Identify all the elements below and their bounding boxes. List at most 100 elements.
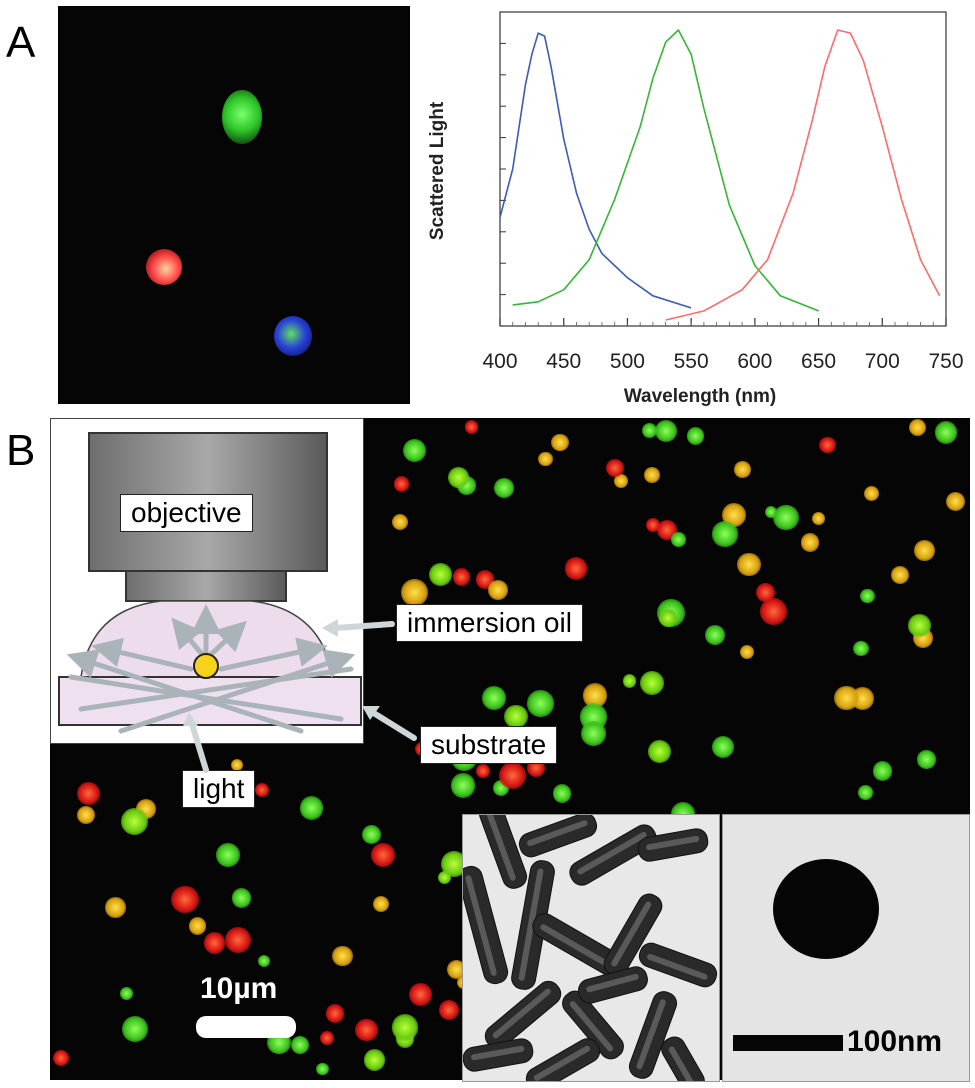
- nanoparticle: [760, 598, 788, 625]
- nanoparticle: [686, 427, 705, 445]
- nanorod-highlight: [533, 1045, 591, 1081]
- nanoparticle: [858, 785, 873, 800]
- nanoparticle: [639, 670, 665, 696]
- nanoparticle: [408, 982, 432, 1007]
- nanoparticle: [659, 609, 677, 627]
- nanoparticle: [553, 784, 572, 803]
- scale-bar-10um: [196, 1016, 296, 1038]
- x-tick-label: 400: [482, 350, 517, 373]
- objective-label: objective: [120, 494, 253, 532]
- nanoparticle: [712, 735, 735, 758]
- gold-nanoparticle: [193, 653, 219, 679]
- nanoparticle: [494, 478, 514, 498]
- spectrum-line-1: [499, 32, 692, 309]
- x-tick-label: 750: [928, 350, 963, 373]
- nanoparticle: [400, 579, 428, 607]
- nanoparticle: [171, 885, 199, 914]
- nanorod-highlight: [527, 820, 588, 847]
- nanoparticle: [891, 565, 910, 584]
- nanorod-highlight: [486, 815, 516, 881]
- nanoparticle: [363, 1049, 386, 1072]
- nanoparticle: [908, 614, 931, 637]
- nanoparticle: [121, 1016, 149, 1043]
- nanoparticle: [332, 945, 353, 966]
- scale-bar-100nm-label: 100nm: [847, 1025, 943, 1058]
- x-tick-label: 650: [801, 350, 836, 373]
- nanoparticle: [498, 762, 527, 790]
- nanoparticle: [756, 583, 776, 602]
- nanoparticle: [76, 782, 100, 806]
- x-axis-label: Wavelength (nm): [624, 386, 776, 407]
- nanoparticle: [644, 467, 661, 484]
- nanoparticle: [800, 533, 820, 552]
- scale-bar-10um-label: 10µm: [200, 972, 278, 1005]
- nanoparticle: [452, 568, 471, 586]
- nanoparticle: [622, 674, 637, 688]
- panel-a-label: A: [6, 18, 36, 67]
- tem-nanosphere-inset: 100nm: [722, 814, 970, 1082]
- nanorod-highlight: [492, 988, 551, 1039]
- nanoparticle: [819, 436, 836, 454]
- nanoparticle: [203, 932, 226, 954]
- nanorod-highlight: [540, 924, 614, 970]
- nanoparticle: [564, 557, 588, 580]
- nanoparticle: [373, 896, 390, 913]
- light-label: light: [182, 770, 256, 808]
- nanoparticle: [648, 740, 672, 764]
- schematic-inset: [50, 418, 364, 744]
- nanoparticle: [402, 438, 427, 463]
- scale-bar-100nm: [733, 1035, 843, 1051]
- nanoparticle: [860, 588, 875, 604]
- nanoparticle: [447, 466, 469, 488]
- nanoparticle: [355, 1018, 378, 1042]
- scattering-spectra-chart: 400 450 500 550 600 650 700 750 Scattered Light…: [415, 6, 971, 412]
- nanoparticle: [645, 517, 661, 533]
- nanorod: [525, 1038, 601, 1081]
- x-tick-label: 550: [674, 350, 709, 373]
- nanoparticle: [119, 987, 133, 1001]
- nanoparticle: [737, 552, 761, 577]
- nanorod-highlight: [577, 832, 647, 875]
- nanoparticle: [216, 842, 241, 867]
- nanosphere: [773, 859, 879, 959]
- substrate-label: substrate: [420, 726, 558, 764]
- nanorod-highlight: [646, 835, 700, 851]
- nanoparticle: [614, 473, 628, 488]
- nanoparticle: [437, 870, 451, 885]
- x-tick-label: 700: [865, 350, 900, 373]
- spectrum-line-2: [512, 29, 819, 312]
- nanorod-highlight: [647, 953, 708, 980]
- objective-nozzle: [125, 570, 287, 602]
- nanoparticle: [291, 1035, 309, 1054]
- nanoparticle: [773, 504, 799, 531]
- nanoparticle: [316, 1063, 329, 1076]
- nanoparticle: [53, 1050, 70, 1067]
- plot-frame: [499, 11, 947, 327]
- nanoparticle: [917, 750, 936, 769]
- nanoparticle: [391, 1013, 419, 1041]
- nanoparticle: [935, 421, 958, 444]
- tem-nanorods-inset: [462, 814, 720, 1082]
- nanoparticle: [438, 1000, 460, 1021]
- nanorod-highlight: [586, 973, 639, 993]
- nanoparticle: [712, 521, 738, 547]
- nanoparticle: [393, 476, 410, 493]
- nanoparticle: [740, 644, 755, 659]
- nanoparticle: [188, 917, 207, 935]
- nanoparticle: [504, 704, 528, 729]
- nanoparticle: [391, 514, 408, 531]
- light-rays: [66, 604, 356, 734]
- nanoparticle: [225, 927, 252, 954]
- nanoparticle: [551, 433, 570, 452]
- nanoparticle: [641, 422, 657, 438]
- nanoparticle: [299, 796, 324, 820]
- red-particle: [146, 249, 182, 285]
- nanoparticle: [913, 540, 935, 561]
- blue-particle: [274, 316, 312, 356]
- nanoparticle: [705, 624, 726, 645]
- x-tick-label: 500: [610, 350, 645, 373]
- nanoparticle: [232, 888, 252, 908]
- nanoparticle: [812, 512, 826, 525]
- nanoparticle: [654, 419, 677, 442]
- nanoparticle: [908, 419, 926, 437]
